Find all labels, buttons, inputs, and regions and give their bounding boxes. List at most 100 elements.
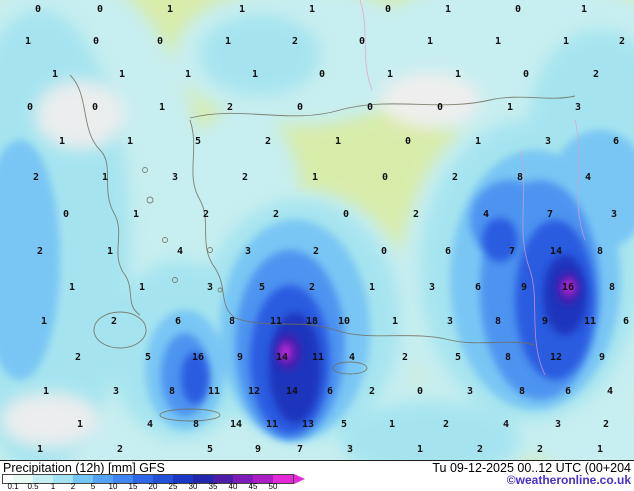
precip-value-label: 12 [247, 386, 261, 397]
precip-value-label: 2 [451, 172, 459, 183]
precip-value-label: 8 [504, 352, 512, 363]
scale-segment [173, 475, 193, 483]
precip-value-label: 0 [381, 172, 389, 183]
precip-value-label: 3 [446, 316, 454, 327]
precip-value-label: 6 [326, 386, 334, 397]
precip-value-label: 11 [265, 419, 279, 430]
precip-value-label: 0 [156, 36, 164, 47]
precip-value-label: 4 [146, 419, 154, 430]
scale-segment [273, 475, 293, 483]
scale-segment [193, 475, 213, 483]
precip-value-label: 0 [404, 136, 412, 147]
precip-value-label: 1 [386, 69, 394, 80]
precip-value-label: 14 [275, 352, 289, 363]
scale-label: 50 [268, 482, 278, 491]
color-scale-labels: 0.1 0.5 1 2 5 10 15 20 25 30 35 40 45 50 [2, 483, 332, 491]
precip-value-label: 6 [622, 316, 630, 327]
precip-value-label: 0 [96, 4, 104, 15]
precip-value-label: 3 [171, 172, 179, 183]
precip-value-label: 0 [358, 36, 366, 47]
precip-value-label: 2 [368, 386, 376, 397]
precip-value-label: 0 [416, 386, 424, 397]
precip-value-label: 1 [166, 4, 174, 15]
precip-value-label: 1 [51, 69, 59, 80]
precip-value-label: 16 [561, 282, 575, 293]
precip-value-label: 2 [536, 444, 544, 455]
precip-value-label: 1 [238, 4, 246, 15]
map-graphic [0, 0, 634, 460]
precip-value-label: 6 [474, 282, 482, 293]
precip-value-label: 11 [311, 352, 325, 363]
precip-value-label: 8 [518, 386, 526, 397]
precip-value-label: 4 [176, 246, 184, 257]
copyright-link[interactable]: ©weatheronline.co.uk [506, 473, 631, 487]
precip-value-label: 6 [564, 386, 572, 397]
precip-value-label: 16 [191, 352, 205, 363]
precip-value-label: 8 [192, 419, 200, 430]
precip-value-label: 0 [91, 102, 99, 113]
precip-value-label: 10 [337, 316, 351, 327]
precip-value-label: 1 [42, 386, 50, 397]
precip-value-label: 2 [592, 69, 600, 80]
precip-value-label: 9 [541, 316, 549, 327]
precip-value-label: 1 [454, 69, 462, 80]
precip-value-label: 1 [138, 282, 146, 293]
precip-value-label: 8 [168, 386, 176, 397]
precip-value-label: 7 [296, 444, 304, 455]
precip-value-label: 0 [62, 209, 70, 220]
precip-value-label: 5 [194, 136, 202, 147]
precip-value-label: 3 [610, 209, 618, 220]
precip-value-label: 5 [144, 352, 152, 363]
precip-value-label: 1 [24, 36, 32, 47]
precip-value-label: 0 [342, 209, 350, 220]
precip-value-label: 0 [380, 246, 388, 257]
precip-value-label: 1 [311, 172, 319, 183]
precip-value-label: 3 [346, 444, 354, 455]
precip-value-label: 7 [508, 246, 516, 257]
precip-value-label: 1 [308, 4, 316, 15]
precip-value-label: 2 [291, 36, 299, 47]
precip-value-label: 2 [202, 209, 210, 220]
scale-segment [53, 475, 73, 483]
country-borders [359, 0, 586, 376]
scale-label: 2 [70, 482, 76, 491]
scale-segment [113, 475, 133, 483]
precip-value-label: 2 [272, 209, 280, 220]
precip-value-label: 9 [236, 352, 244, 363]
scale-label: 15 [128, 482, 138, 491]
precip-value-label: 8 [516, 172, 524, 183]
precip-value-label: 7 [546, 209, 554, 220]
precip-value-label: 0 [514, 4, 522, 15]
coastlines [69, 74, 576, 422]
precip-value-label: 2 [36, 246, 44, 257]
precip-value-label: 9 [520, 282, 528, 293]
precip-value-label: 11 [583, 316, 597, 327]
precip-value-label: 13 [301, 419, 315, 430]
precip-value-label: 0 [92, 36, 100, 47]
precip-value-label: 5 [454, 352, 462, 363]
scale-label: 35 [208, 482, 218, 491]
precip-value-label: 1 [368, 282, 376, 293]
precip-value-label: 2 [110, 316, 118, 327]
title-text: Precipitation (12h) [3, 461, 105, 475]
precip-value-label: 2 [401, 352, 409, 363]
valid-datetime: Tu 09-12-2025 00..12 UTC (00+204 [432, 461, 631, 475]
scale-segment [73, 475, 93, 483]
precip-value-label: 4 [584, 172, 592, 183]
precip-value-label: 9 [254, 444, 262, 455]
scale-segment [33, 475, 53, 483]
precip-value-label: 6 [174, 316, 182, 327]
precip-value-label: 4 [502, 419, 510, 430]
scale-segment [93, 475, 113, 483]
precip-value-label: 0 [318, 69, 326, 80]
precip-value-label: 0 [34, 4, 42, 15]
model-text: GFS [139, 461, 165, 475]
precip-value-label: 8 [494, 316, 502, 327]
precip-value-label: 1 [388, 419, 396, 430]
precip-value-label: 4 [348, 352, 356, 363]
precip-value-label: 0 [26, 102, 34, 113]
precip-value-label: 1 [444, 4, 452, 15]
precip-value-label: 3 [544, 136, 552, 147]
